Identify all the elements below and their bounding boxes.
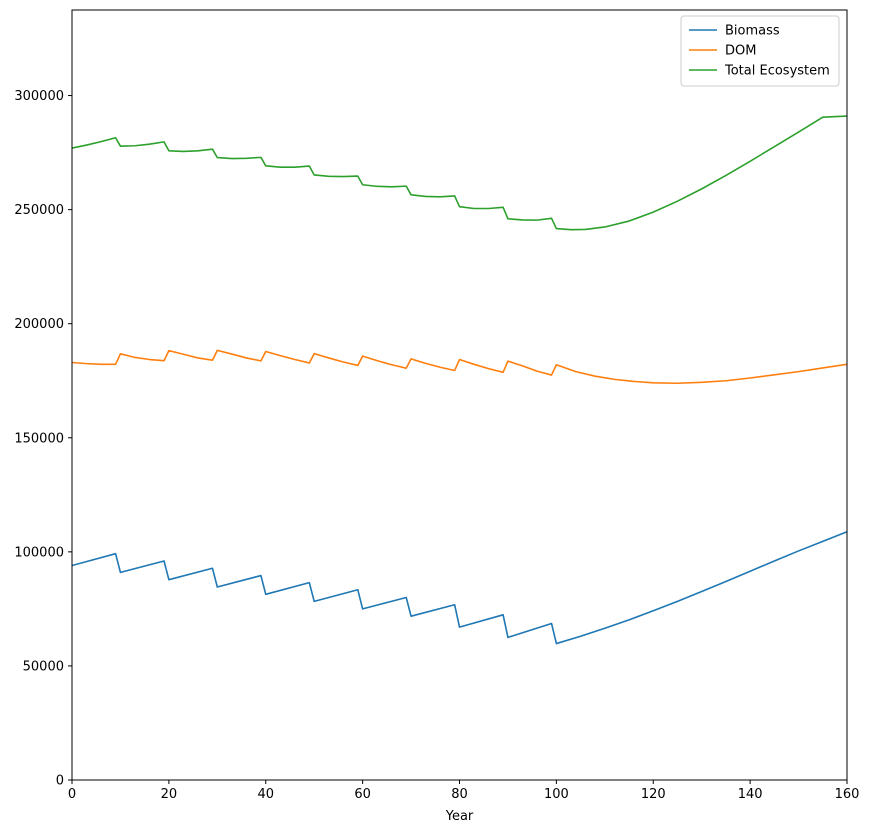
legend-label-2: Total Ecosystem [724,64,830,79]
x-tick-label: 140 [738,787,763,802]
y-tick-label: 200000 [14,317,64,332]
y-tick-label: 300000 [14,89,64,104]
x-tick-label: 60 [354,787,371,802]
x-tick-label: 160 [835,787,860,802]
series-line-1 [72,349,847,385]
x-tick-label: 40 [257,787,274,802]
axes: 0 20 40 60 80 100 120 140 160 0 50000 100000 150000 2… [14,9,860,802]
legend-label-1: DOM [725,44,756,59]
plot-area [72,115,847,645]
y-tick-label: 100000 [14,545,64,560]
y-tick-label: 250000 [14,203,64,218]
plot-frame [71,9,848,781]
series-line-0 [72,531,847,645]
y-tick-label: 0 [56,774,64,789]
x-axis-title: Year [445,809,474,824]
y-tick-label: 50000 [23,659,64,674]
x-tick-label: 80 [451,787,468,802]
y-tick-label: 150000 [14,431,64,446]
x-tick-label: 100 [544,787,569,802]
x-tick-label: 120 [641,787,666,802]
x-tick-label: 20 [161,787,178,802]
x-tick-label: 0 [68,787,76,802]
series-line-2 [72,115,847,231]
legend-box [680,15,840,87]
legend: Biomass DOM Total Ecosystem [680,15,840,87]
legend-label-0: Biomass [725,24,780,39]
